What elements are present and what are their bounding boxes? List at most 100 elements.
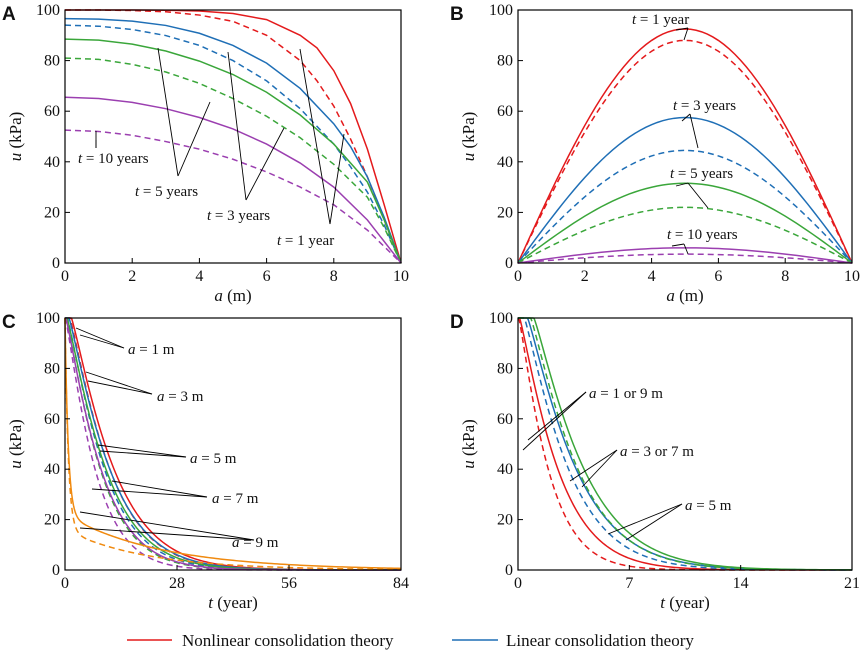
series-line-c-9	[64, 317, 402, 571]
annotation-d-a5: a = 5 m	[685, 498, 732, 514]
x-axis-unit: (year)	[665, 593, 710, 612]
plot-frame	[517, 317, 853, 571]
y-tick-label: 0	[52, 562, 60, 579]
annotation-a-t1-var: t	[277, 233, 282, 249]
x-tick-label: 6	[263, 268, 271, 285]
series-line-a-5	[64, 57, 402, 264]
annotation-a-t3-rest: = 3 years	[211, 208, 270, 224]
x-axis-unit: (m)	[223, 286, 252, 305]
leader-line	[245, 127, 285, 201]
annotation-a-t3: t = 3 years	[207, 208, 270, 224]
annotation-d-a5-rest: = 5 m	[693, 498, 732, 514]
y-tick-label: 40	[44, 461, 60, 478]
leader-line	[683, 243, 689, 255]
leader-line	[527, 391, 587, 441]
x-tick-label: 6	[714, 268, 722, 285]
series-line-b-3	[517, 149, 853, 264]
annotation-b-t10: t = 10 years	[667, 227, 738, 243]
annotation-b-t5-rest: = 5 years	[674, 166, 733, 182]
annotation-c-a3: a = 3 m	[157, 389, 204, 405]
y-axis-unit: (kPa)	[459, 419, 478, 460]
leader-line	[675, 27, 689, 31]
leader-line	[689, 113, 699, 149]
series-line-b-5	[517, 206, 853, 264]
x-tick-label: 2	[128, 268, 136, 285]
leader-line	[111, 480, 208, 498]
annotation-a-t10: t = 10 years	[78, 151, 149, 167]
y-tick-label: 60	[497, 103, 513, 120]
x-axis-unit: (m)	[675, 286, 704, 305]
series-line-b-7	[517, 253, 853, 264]
series-line-c-7	[64, 317, 401, 571]
annotation-b-t3-var: t	[673, 98, 678, 114]
y-axis-var: u	[459, 460, 478, 469]
annotation-a-t10-rest: = 10 years	[82, 151, 149, 167]
series-line-a-6	[64, 96, 402, 264]
x-axis-label: t (year)	[208, 593, 258, 612]
annotation-b-t3: t = 3 years	[673, 98, 736, 114]
series-line-d-3	[518, 317, 852, 571]
y-axis-unit: (kPa)	[6, 112, 25, 153]
y-tick-label: 20	[44, 512, 60, 529]
annotation-d-a37-var: a	[620, 444, 628, 460]
annotation-c-a7-rest: = 7 m	[220, 491, 259, 507]
panel-d: D 0 7 14 21 0 20 40 60 80 100 t (year) u (kPa)	[450, 310, 860, 612]
leader-line	[79, 334, 125, 349]
series-line-b-2	[517, 116, 853, 264]
annotation-c-a3-rest: = 3 m	[165, 389, 204, 405]
leader-line	[87, 380, 153, 395]
y-axis-label: u (kPa)	[6, 419, 25, 469]
x-axis-var: t	[208, 593, 214, 612]
annotation-b-t10-rest: = 10 years	[671, 227, 738, 243]
x-axis-var: a	[214, 286, 223, 305]
x-tick-label: 56	[281, 575, 297, 592]
annotation-b-t5-var: t	[670, 166, 675, 182]
leader-line	[177, 101, 211, 177]
x-tick-label: 10	[844, 268, 860, 285]
series-line-b-0	[517, 28, 853, 264]
annotation-d-a37: a = 3 or 7 m	[620, 444, 694, 460]
leader-line	[85, 371, 153, 395]
leader-line	[227, 51, 247, 201]
x-tick-label: 84	[393, 575, 409, 592]
annotation-a-t10-var: t	[78, 151, 83, 167]
y-tick-label: 80	[44, 360, 60, 377]
annotation-b-t1: t = 1 year	[632, 12, 689, 28]
leader-line	[99, 450, 187, 458]
series-line-c-2	[65, 317, 401, 571]
series-line-c-5	[65, 317, 401, 571]
annotation-b-t1-var: t	[632, 12, 637, 28]
y-tick-label: 20	[497, 512, 513, 529]
leader-line	[569, 449, 618, 482]
annotation-b-t10-var: t	[667, 227, 672, 243]
plot-frame	[64, 317, 402, 571]
series-line-c-4	[65, 317, 402, 571]
series-line-a-1	[65, 9, 402, 264]
x-tick-label: 10	[393, 268, 409, 285]
y-tick-label: 100	[36, 2, 60, 19]
x-tick-label: 14	[733, 575, 749, 592]
series-line-a-3	[64, 24, 402, 264]
leader-line	[329, 133, 345, 225]
annotation-c-a7: a = 7 m	[212, 491, 259, 507]
series-line-a-7	[64, 129, 402, 264]
leader-line	[675, 182, 689, 187]
annotation-c-a1-rest: = 1 m	[136, 342, 175, 358]
y-axis-label: u (kPa)	[6, 112, 25, 162]
series-line-a-4	[64, 38, 402, 264]
y-axis-var: u	[6, 153, 25, 162]
annotation-d-a19-rest: = 1 or 9 m	[597, 386, 664, 402]
x-axis-label: a (m)	[214, 286, 251, 305]
legend-nonlinear-label: Nonlinear consolidation theory	[182, 631, 394, 650]
y-axis-label: u (kPa)	[459, 112, 478, 162]
x-tick-label: 4	[648, 268, 656, 285]
x-tick-label: 0	[514, 575, 522, 592]
legend-linear-label: Linear consolidation theory	[506, 631, 694, 650]
x-tick-label: 4	[195, 268, 203, 285]
y-axis-var: u	[6, 460, 25, 469]
y-tick-label: 60	[44, 103, 60, 120]
leader-line	[97, 444, 187, 458]
panel-letter-d: D	[450, 312, 464, 333]
